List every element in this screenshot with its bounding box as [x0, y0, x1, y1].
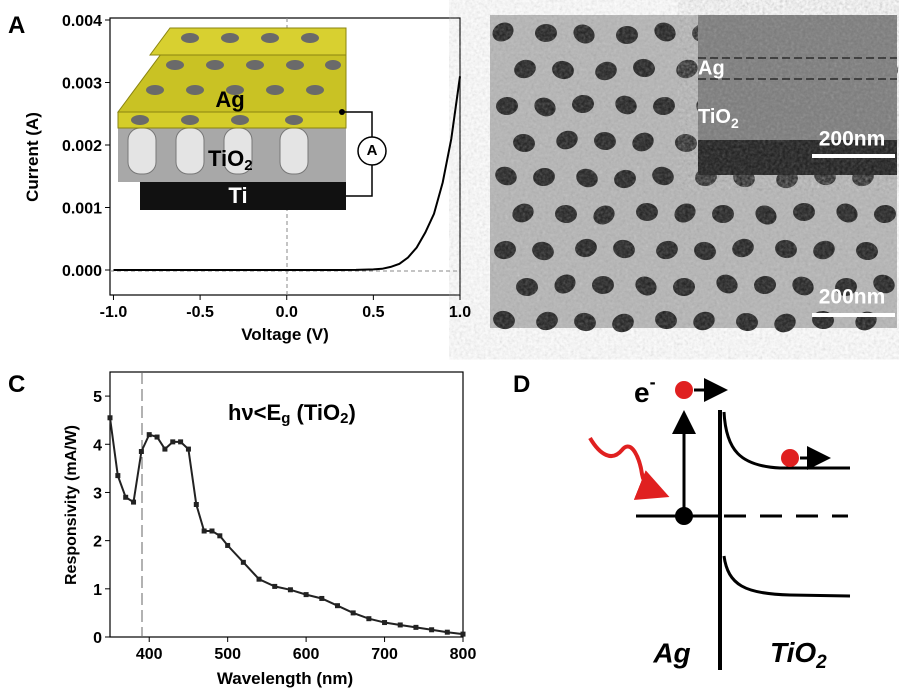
electron [675, 381, 693, 399]
annotation: hν<Eg (TiO2) [228, 400, 356, 427]
subscript: g [281, 410, 290, 427]
panel-a: A Ag TiO2 Ti Voltage (V) Current (A) [23, 18, 460, 344]
text-part: (TiO [290, 400, 340, 425]
panel-b: Ag TiO2 200nm 200nm [489, 15, 899, 336]
panel-label: D [513, 371, 530, 398]
y-axis-title: Current (A) [23, 112, 42, 202]
y-tick-label: 0.003 [62, 76, 102, 93]
text-part: TiO [208, 146, 244, 171]
data-point [225, 543, 230, 548]
data-point [319, 596, 324, 601]
data-point [335, 603, 340, 608]
figure: A B C D A Ag [0, 0, 899, 689]
electron-label: e- [634, 372, 656, 409]
data-point [366, 616, 371, 621]
x-tick-label: 500 [214, 646, 241, 663]
data-point [147, 432, 152, 437]
layer-label: Ag [698, 57, 725, 79]
data-point [162, 447, 167, 452]
text-part: ) [348, 400, 355, 425]
data-point [202, 529, 207, 534]
x-tick-label: -1.0 [100, 304, 128, 321]
data-point [209, 529, 214, 534]
data-point [178, 439, 183, 444]
x-tick-label: 700 [371, 646, 398, 663]
data-point [115, 473, 120, 478]
device-schematic: A Ag TiO2 Ti [118, 28, 386, 210]
subscript: 2 [244, 157, 252, 174]
superscript: - [650, 372, 656, 392]
data-point [382, 620, 387, 625]
text-part: TiO [770, 637, 816, 668]
x-axis-title: Wavelength (nm) [217, 669, 353, 688]
meter-label: A [367, 142, 378, 159]
text-part: e [634, 377, 650, 408]
hole [675, 507, 693, 525]
data-point [413, 625, 418, 630]
material-label: Ag [652, 637, 690, 668]
valence-band [724, 556, 850, 596]
data-point [429, 627, 434, 632]
data-point [445, 630, 450, 635]
data-point [288, 587, 293, 592]
data-point [186, 447, 191, 452]
data-point [123, 495, 128, 500]
x-axis-title: Voltage (V) [241, 325, 329, 344]
data-point [304, 592, 309, 597]
material-label: TiO2 [770, 637, 827, 673]
panel-label: A [8, 12, 25, 39]
text-part: hν<E [228, 400, 281, 425]
scale-bar-label: 200nm [819, 286, 886, 309]
y-tick-label: 1 [93, 582, 102, 599]
data-point [461, 632, 466, 637]
x-tick-label: 800 [450, 646, 477, 663]
data-point [217, 533, 222, 538]
y-tick-label: 3 [93, 485, 102, 502]
electron [781, 449, 799, 467]
subscript: 2 [340, 410, 348, 427]
photon [590, 438, 662, 494]
y-tick-label: 0.001 [62, 201, 102, 218]
text-part: TiO [698, 106, 731, 128]
y-tick-label: 0.004 [62, 13, 102, 30]
panel-d: e- Ag TiO2 [590, 372, 850, 673]
layer-label: Ag [215, 87, 244, 112]
x-tick-label: 0.0 [276, 304, 298, 321]
panel-c: hν<Eg (TiO2) Wavelength (nm) Responsivit… [63, 372, 463, 688]
x-tick-label: 400 [136, 646, 163, 663]
x-tick-label: -0.5 [186, 304, 214, 321]
y-tick-label: 0.002 [62, 138, 102, 155]
scale-bar-label: 200nm [819, 128, 886, 151]
y-tick-label: 4 [93, 437, 102, 454]
x-tick-label: 0.5 [362, 304, 384, 321]
data-point [155, 435, 160, 440]
data-point [139, 449, 144, 454]
x-tick-label: 1.0 [449, 304, 471, 321]
data-point [170, 439, 175, 444]
data-point [194, 502, 199, 507]
y-tick-label: 2 [93, 534, 102, 551]
sem-inset-texture [698, 15, 897, 175]
data-point [351, 610, 356, 615]
y-axis-title: Responsivity (mA/W) [63, 425, 80, 585]
data-point [398, 622, 403, 627]
data-point [108, 415, 113, 420]
data-point [131, 500, 136, 505]
y-tick-label: 5 [93, 389, 102, 406]
y-tick-label: 0.000 [62, 263, 102, 280]
subscript: 2 [731, 115, 739, 131]
panel-label: C [8, 371, 25, 398]
data-point [272, 584, 277, 589]
data-point [241, 560, 246, 565]
x-tick-label: 600 [293, 646, 320, 663]
y-tick-label: 0 [93, 630, 102, 647]
layer-label: Ti [228, 183, 247, 208]
subscript: 2 [815, 652, 827, 673]
data-point [257, 577, 262, 582]
